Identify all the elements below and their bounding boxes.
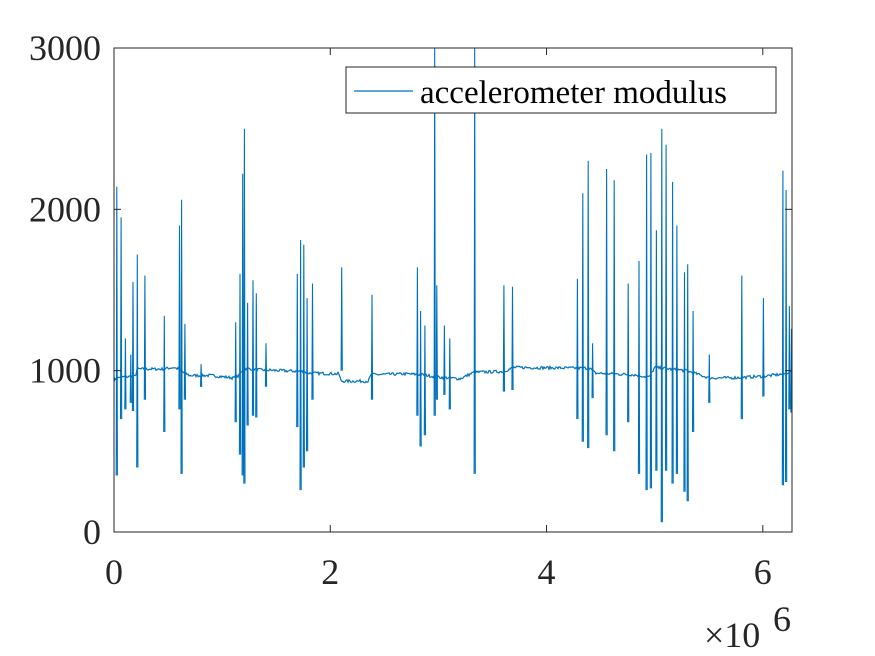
spike-point [255, 293, 258, 418]
legend-label: accelerometer modulus [420, 75, 727, 111]
spike-point [645, 154, 648, 491]
spike-point [136, 254, 139, 468]
legend-box [345, 66, 777, 114]
spike-point [143, 275, 147, 400]
spike-point [664, 144, 668, 471]
spike-point [264, 343, 268, 387]
spike-point [370, 294, 374, 400]
axes [113, 47, 793, 533]
spike-point [587, 160, 590, 449]
spike-point [613, 180, 616, 452]
spike-point [163, 315, 166, 433]
spike-point [178, 225, 181, 410]
spike-point [119, 217, 123, 420]
spike-point [691, 310, 695, 433]
spike-point [448, 338, 451, 410]
spike-point [243, 128, 246, 484]
spike-point [305, 298, 309, 452]
x-tick-label: 0 [105, 552, 123, 592]
spike-point [246, 302, 249, 426]
tick-labels: 0 2 4 6 0 1000 2000 3000 [29, 28, 772, 592]
x-axis-exponent: ×10 6 [704, 599, 791, 655]
spike-point [591, 343, 594, 399]
spike-point [740, 275, 743, 420]
y-tick-label: 1000 [29, 351, 101, 391]
spike-point [637, 260, 641, 474]
x-exponent-power: 6 [773, 599, 791, 639]
x-tick-label: 6 [754, 552, 772, 592]
spike-point [183, 323, 187, 400]
spike-point [416, 267, 419, 416]
spike-point [311, 283, 314, 400]
spike-point [199, 364, 203, 387]
spike-point [675, 225, 679, 474]
spike-point [683, 272, 686, 492]
spike-point [473, 48, 476, 474]
spike-point [234, 322, 237, 423]
spike-point [627, 283, 630, 423]
spike-point [129, 354, 132, 403]
spike-point [238, 273, 242, 455]
spike-point [251, 280, 255, 416]
spike-point [576, 278, 579, 420]
spike-point [581, 193, 584, 442]
spike-point [115, 186, 118, 476]
spike-point [762, 298, 765, 397]
spike-point [180, 199, 183, 474]
axes-box [113, 47, 793, 533]
spike-point [340, 267, 343, 371]
spike-point [671, 181, 674, 484]
plot-area [114, 48, 792, 523]
series-accelerometer-modulus-baseline [114, 364, 792, 384]
spike-point [419, 310, 422, 447]
spike-point [299, 239, 302, 491]
spike-point [131, 281, 135, 412]
spike-point [788, 306, 791, 410]
x-exponent-label: ×10 [704, 615, 760, 655]
spike-point [433, 48, 436, 416]
spike-point [241, 173, 244, 476]
spike-point [655, 230, 658, 471]
spike-point [423, 325, 427, 436]
y-tick-label: 2000 [29, 189, 101, 229]
x-tick-label: 4 [538, 552, 556, 592]
x-tick-label: 2 [321, 552, 339, 592]
y-tick-label: 3000 [29, 28, 101, 68]
spike-point [784, 189, 788, 483]
spike-point [296, 273, 299, 428]
spike-point [443, 325, 446, 395]
y-tick-label: 0 [83, 512, 101, 552]
spike-point [124, 338, 127, 410]
spike-point [435, 285, 438, 400]
spike-point [781, 170, 785, 486]
spike-point [302, 244, 305, 468]
legend: accelerometer modulus [345, 66, 777, 114]
spike-point [649, 152, 653, 489]
spike-point [511, 286, 514, 391]
spike-point [605, 168, 608, 436]
spike-point [660, 128, 663, 523]
spike-point [502, 285, 506, 392]
spike-point [708, 354, 711, 403]
spike-point [686, 264, 689, 502]
